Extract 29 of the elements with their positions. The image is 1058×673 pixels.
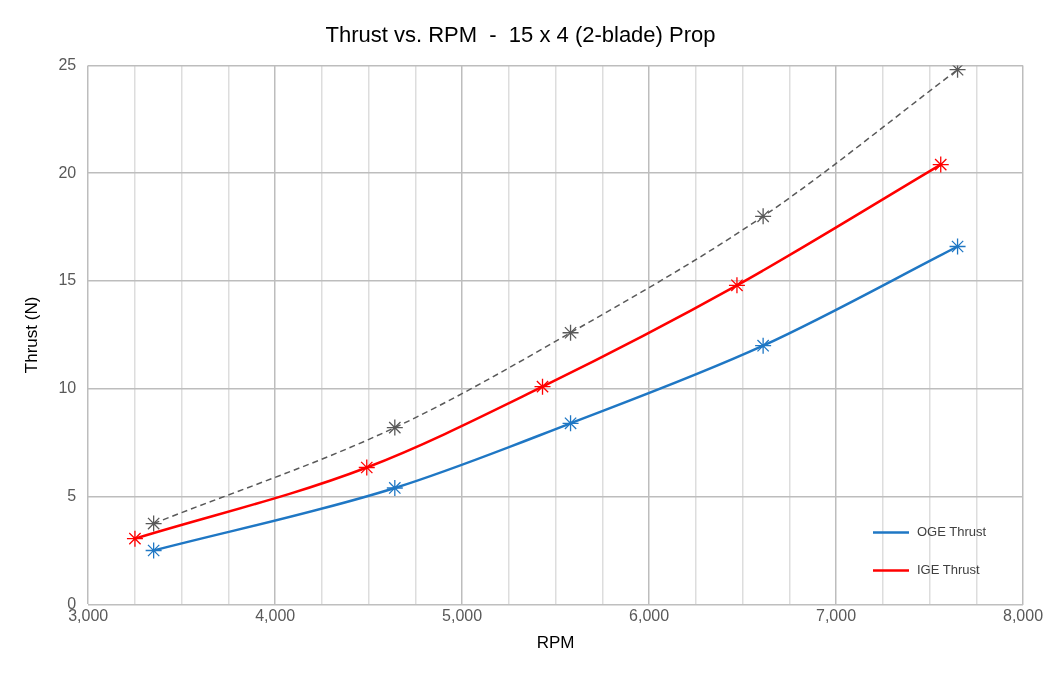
point	[386, 418, 404, 437]
y-tick-label: 25	[58, 55, 77, 73]
point	[948, 237, 967, 256]
legend-label: OGE Thrust	[917, 523, 987, 539]
y-tick-label: 20	[58, 163, 77, 181]
point	[561, 324, 580, 342]
y-axis-title: Thrust (N)	[21, 296, 41, 374]
point	[386, 479, 404, 497]
point	[561, 414, 580, 432]
point	[144, 514, 163, 533]
x-axis-title: RPM	[536, 633, 575, 653]
point	[932, 155, 950, 174]
x-tick-label: 5,000	[442, 607, 483, 625]
legend-label: IGE Thrust	[917, 561, 980, 577]
y-tick-label: 15	[58, 271, 77, 289]
y-tick-label: 10	[58, 379, 77, 397]
x-tick-label: 4,000	[255, 607, 296, 625]
chart-title: Thrust vs. RPM - 15 x 4 (2-blade) Prop	[325, 22, 716, 48]
point	[533, 377, 552, 396]
y-tick-label: 5	[67, 487, 77, 505]
x-tick-label: 7,000	[816, 607, 857, 625]
point	[754, 337, 772, 355]
point	[126, 529, 144, 548]
x-tick-label: 6,000	[629, 607, 670, 625]
x-tick-label: 8,000	[1002, 607, 1044, 625]
point	[358, 458, 376, 477]
point	[728, 276, 746, 294]
point	[754, 207, 772, 225]
point	[144, 541, 163, 560]
